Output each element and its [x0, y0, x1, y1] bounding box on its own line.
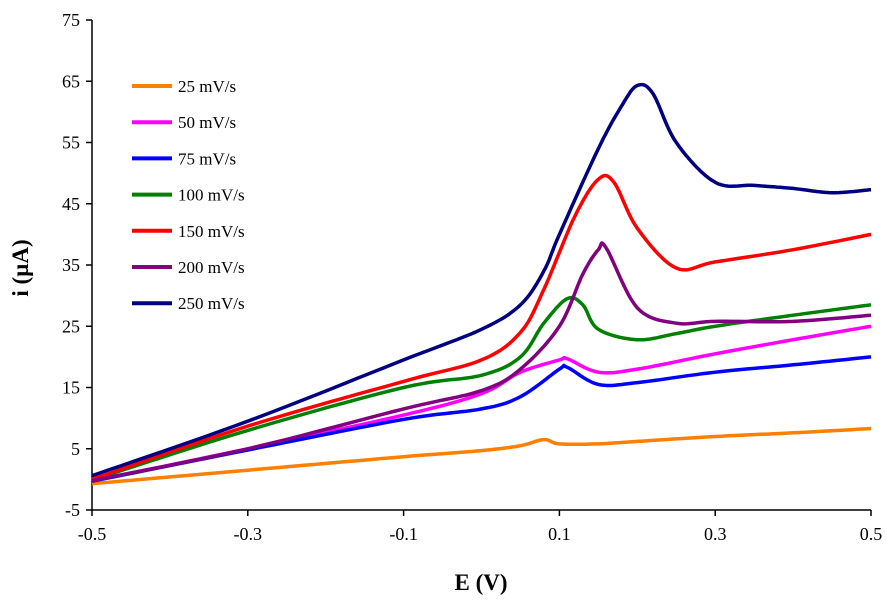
series-line-250-mv-s [91, 82, 872, 478]
x-tick-label: 0.5 [860, 524, 883, 544]
legend-label-50-mv-s: 50 mV/s [178, 113, 236, 132]
series-line-25-mv-s [91, 426, 872, 486]
plot-area [92, 20, 871, 510]
series-line-150-mv-s [91, 173, 872, 482]
y-tick-label: 15 [62, 378, 80, 398]
legend-label-150-mv-s: 150 mV/s [178, 222, 245, 241]
series-line-100-mv-s [91, 295, 872, 482]
x-tick-label: -0.1 [389, 524, 418, 544]
y-tick-label: 25 [62, 316, 80, 336]
legend-label-75-mv-s: 75 mV/s [178, 149, 236, 168]
y-tick-label: 5 [71, 439, 80, 459]
y-tick-label: 35 [62, 255, 80, 275]
legend-label-200-mv-s: 200 mV/s [178, 258, 245, 277]
x-axis-title: E (V) [454, 570, 507, 595]
legend-label-100-mv-s: 100 mV/s [178, 186, 245, 205]
y-tick-label: -5 [65, 500, 80, 520]
y-tick-label: 65 [62, 71, 80, 91]
x-tick-label: -0.3 [234, 524, 263, 544]
y-tick-label: 55 [62, 133, 80, 153]
x-tick-label: 0.3 [704, 524, 727, 544]
series-line-50-mv-s [91, 324, 872, 483]
legend-label-25-mv-s: 25 mV/s [178, 77, 236, 96]
legend-label-250-mv-s: 250 mV/s [178, 294, 245, 313]
y-axis-title: i (µA) [8, 239, 33, 296]
y-tick-label: 75 [62, 10, 80, 30]
y-tick-label: 45 [62, 194, 80, 214]
series-line-75-mv-s [91, 355, 872, 483]
series-line-200-mv-s [91, 241, 872, 483]
x-tick-label: -0.5 [78, 524, 107, 544]
x-tick-label: 0.1 [548, 524, 571, 544]
